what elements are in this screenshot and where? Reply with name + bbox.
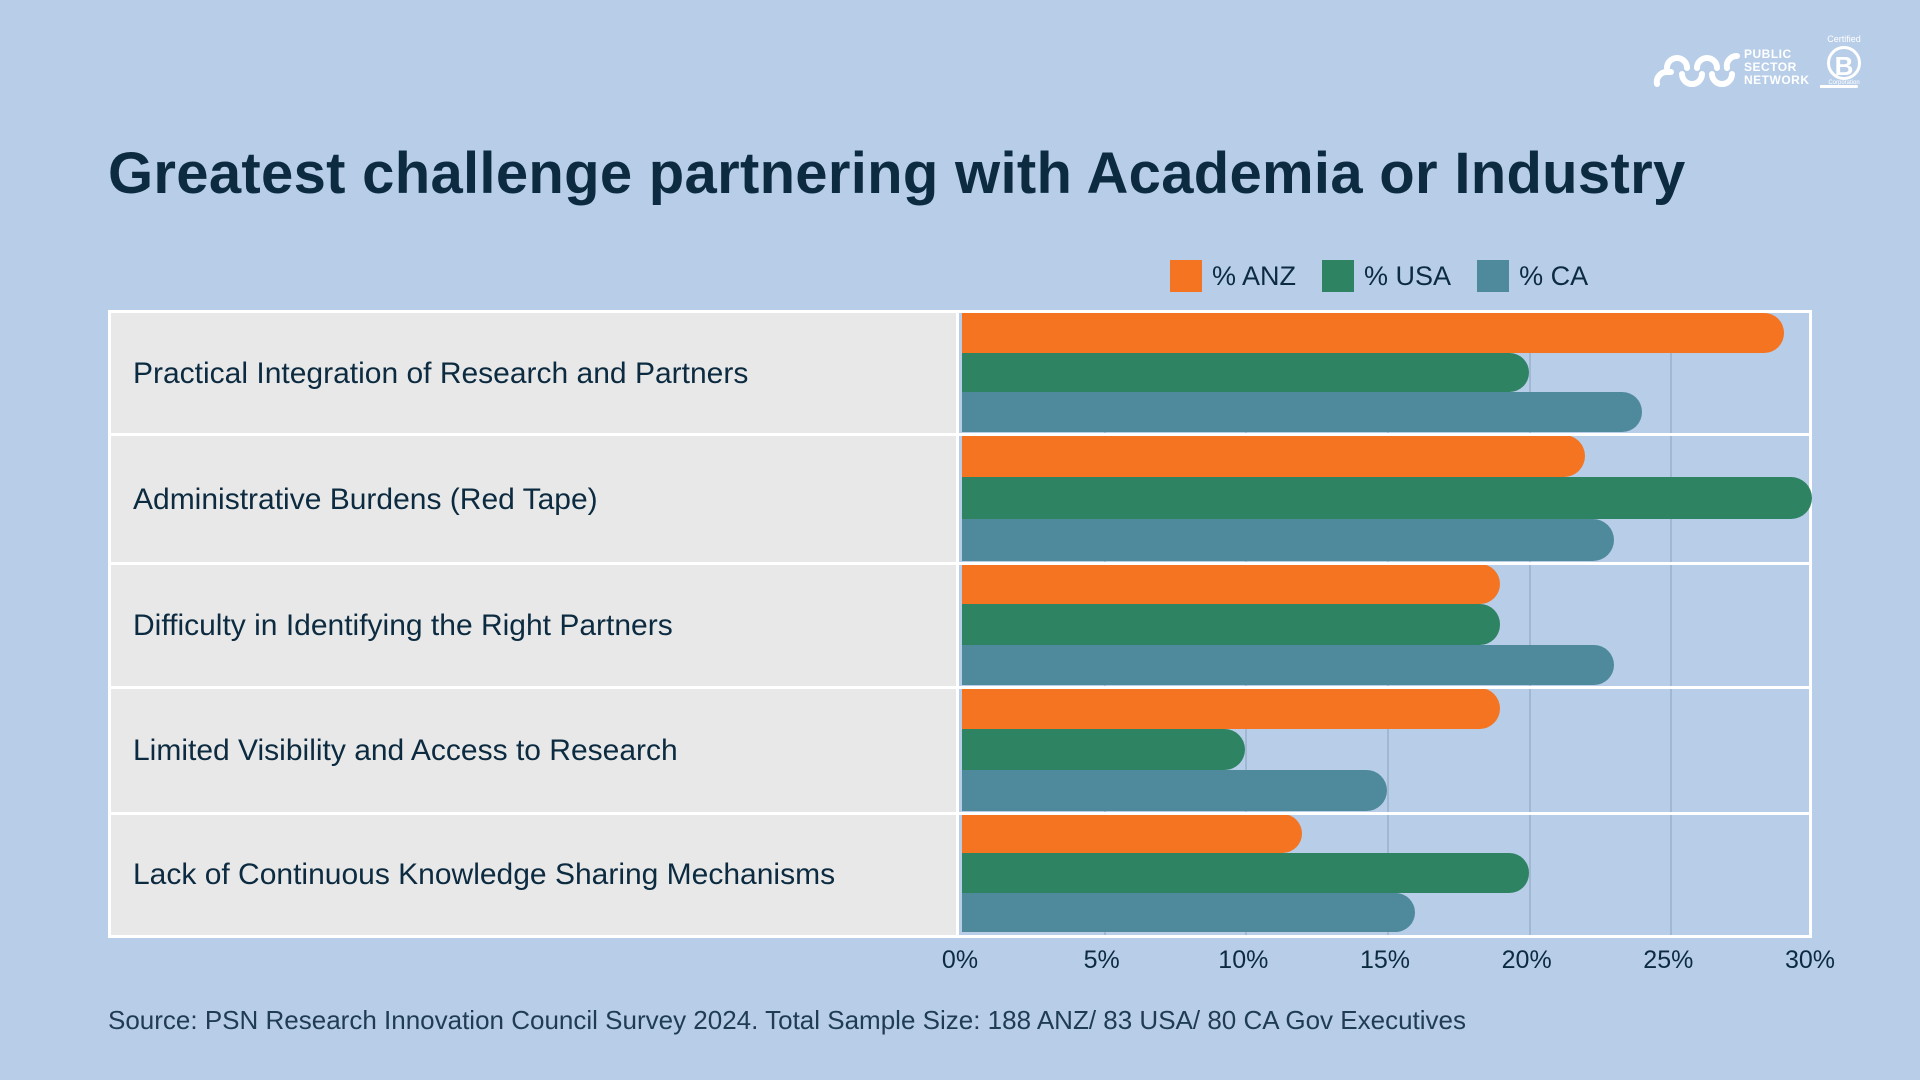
bar-anz	[962, 564, 1501, 605]
legend-label-anz: % ANZ	[1212, 260, 1297, 291]
bcorp-corporation-text: Corporation	[1828, 80, 1860, 86]
row-divider	[111, 812, 1809, 815]
logo-line-3: NETWORK	[1744, 73, 1810, 87]
legend-item-anz: % ANZ	[1170, 260, 1296, 292]
logo-line-2: SECTOR	[1744, 60, 1797, 74]
x-tick-label: 10%	[1218, 946, 1269, 974]
psn-logo: PUBLIC SECTOR NETWORK Certified B Corpor…	[1652, 34, 1872, 104]
plot-area	[962, 313, 1812, 935]
legend-swatch-anz	[1170, 260, 1202, 292]
chart-row: Administrative Burdens (Red Tape)	[111, 435, 1809, 564]
bar-anz	[962, 814, 1302, 854]
x-tick-label: 5%	[1083, 946, 1120, 974]
bar-anz	[962, 688, 1501, 729]
legend-item-ca: % CA	[1477, 260, 1588, 292]
chart-title: Greatest challenge partnering with Acade…	[108, 141, 1686, 206]
category-label: Limited Visibility and Access to Researc…	[111, 688, 959, 814]
x-tick-label: 15%	[1359, 946, 1411, 974]
bar-usa	[962, 604, 1501, 645]
psn-chain-icon	[1653, 53, 1740, 87]
bar-ca	[962, 892, 1416, 932]
category-label: Practical Integration of Research and Pa…	[111, 313, 959, 435]
row-divider	[111, 686, 1809, 689]
x-axis: 0% 5% 10% 15% 20% 25% 30%	[0, 946, 1920, 980]
logo-line-1: PUBLIC	[1744, 47, 1792, 61]
bar-anz	[962, 313, 1784, 353]
category-label: Lack of Continuous Knowledge Sharing Mec…	[111, 814, 959, 935]
bcorp-underline	[1820, 85, 1858, 88]
bar-ca	[962, 770, 1387, 811]
row-divider	[111, 433, 1809, 436]
category-label: Administrative Burdens (Red Tape)	[111, 435, 959, 564]
chart-row: Practical Integration of Research and Pa…	[111, 313, 1809, 435]
bar-ca	[962, 392, 1642, 432]
bar-anz	[962, 435, 1586, 477]
bar-usa	[962, 853, 1529, 893]
bar-chart: Practical Integration of Research and Pa…	[108, 310, 1812, 938]
legend-swatch-ca	[1477, 260, 1510, 292]
bcorp-badge: Certified B Corporation	[1820, 34, 1868, 104]
psn-wordmark: PUBLIC SECTOR NETWORK	[1744, 48, 1810, 87]
gridline	[1528, 313, 1531, 935]
legend-label-usa: % USA	[1364, 260, 1452, 291]
bar-usa	[962, 729, 1246, 770]
legend-label-ca: % CA	[1519, 260, 1589, 291]
bcorp-certified-text: Certified	[1827, 34, 1861, 44]
bar-ca	[962, 519, 1614, 561]
bcorp-b-icon: B	[1827, 46, 1861, 81]
chart-legend: % ANZ % USA % CA	[1170, 260, 1614, 292]
x-tick-label: 20%	[1501, 946, 1552, 974]
legend-item-usa: % USA	[1322, 260, 1451, 292]
chart-row: Limited Visibility and Access to Researc…	[111, 688, 1809, 814]
x-tick-label: 25%	[1643, 946, 1694, 974]
bar-usa	[962, 477, 1812, 519]
bar-usa	[962, 352, 1529, 393]
source-note: Source: PSN Research Innovation Council …	[108, 1005, 1467, 1035]
category-label: Difficulty in Identifying the Right Part…	[111, 564, 959, 688]
gridline	[1670, 313, 1673, 935]
bar-ca	[962, 644, 1614, 685]
chart-row: Lack of Continuous Knowledge Sharing Mec…	[111, 814, 1809, 935]
row-divider	[111, 562, 1809, 565]
legend-swatch-usa	[1322, 260, 1355, 292]
x-tick-label: 0%	[941, 946, 979, 974]
chart-row: Difficulty in Identifying the Right Part…	[111, 564, 1809, 688]
x-tick-label: 30%	[1784, 946, 1836, 974]
